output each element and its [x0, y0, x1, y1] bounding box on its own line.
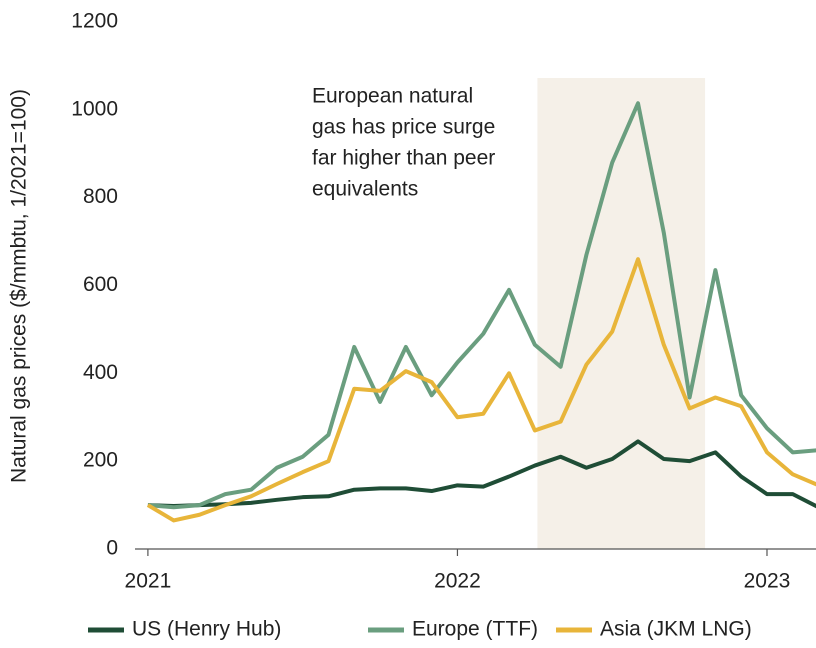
y-tick-label: 600: [83, 273, 118, 296]
x-tick-label: 2021: [125, 570, 172, 593]
series-line: [147, 101, 816, 510]
y-tick-label: 1000: [71, 97, 118, 120]
y-tick-label: 200: [83, 449, 118, 472]
y-tick-label: 0: [106, 537, 118, 560]
y-tick-label: 800: [83, 185, 118, 208]
annotation: equivalents: [312, 178, 418, 201]
legend-label: US (Henry Hub): [132, 618, 281, 641]
annotation: far higher than peer: [312, 147, 495, 170]
series-line: [146, 257, 816, 523]
series-line: [147, 439, 816, 509]
highlight-band: [537, 78, 706, 549]
annotation: gas has price surge: [312, 116, 495, 139]
x-tick-label: 2022: [434, 570, 481, 593]
x-tick-label: 2023: [744, 570, 791, 593]
legend-label: Europe (TTF): [412, 618, 538, 641]
y-axis-label: Natural gas prices ($/mmbtu, 1/2021=100): [8, 89, 31, 483]
legend-label: Asia (JKM LNG): [600, 618, 752, 641]
y-tick-label: 400: [83, 361, 118, 384]
y-tick-label: 1200: [71, 10, 118, 33]
annotation: European natural: [312, 85, 473, 108]
